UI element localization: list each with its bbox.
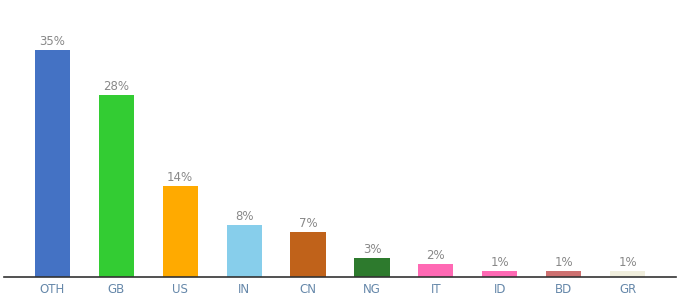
Text: 35%: 35%	[39, 35, 65, 48]
Text: 3%: 3%	[362, 243, 381, 256]
Bar	[546, 271, 581, 277]
Bar	[99, 95, 134, 277]
Bar	[290, 232, 326, 277]
Text: 28%: 28%	[103, 80, 129, 93]
Bar	[610, 271, 645, 277]
Text: 1%: 1%	[490, 256, 509, 269]
Text: 14%: 14%	[167, 171, 193, 184]
Bar	[354, 258, 390, 277]
Bar	[418, 264, 454, 277]
Bar	[163, 186, 198, 277]
Text: 2%: 2%	[426, 249, 445, 262]
Text: 8%: 8%	[235, 210, 254, 223]
Text: 1%: 1%	[554, 256, 573, 269]
Text: 7%: 7%	[299, 217, 318, 230]
Bar	[226, 225, 262, 277]
Bar	[35, 50, 70, 277]
Text: 1%: 1%	[618, 256, 637, 269]
Bar	[482, 271, 517, 277]
